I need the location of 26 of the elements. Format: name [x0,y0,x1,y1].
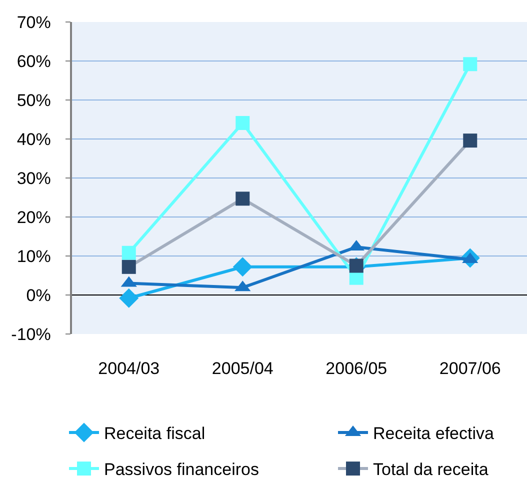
point [119,288,139,308]
y-tick-label: 40% [16,130,51,149]
point [122,246,136,260]
point [349,258,364,273]
y-tick-label: 30% [16,168,51,188]
x-tick-label: 2005/04 [212,359,274,378]
y-tick-label: 10% [16,246,51,266]
y-tick-label: 0% [26,286,51,305]
legend-label: Receita fiscal [104,424,206,444]
y-tick-label: 70% [16,12,51,32]
legend-label: Total da receita [373,460,489,477]
point [122,260,136,274]
point [463,134,478,148]
y-tick-label: 50% [16,90,51,110]
y-tick-label: 20% [16,208,51,227]
point [232,257,252,277]
x-tick-label: 2006/05 [326,359,388,378]
point [236,192,250,206]
y-tick-label: 60% [16,52,51,71]
point [463,57,478,72]
x-tick-label: 2004/03 [98,359,160,378]
point [236,116,250,130]
x-tick-label: 2007/06 [439,359,501,378]
legend-label: Receita efectiva [373,424,494,444]
legend-label: Passivos financeiros [104,460,259,477]
y-tick-label: -10% [11,324,51,344]
